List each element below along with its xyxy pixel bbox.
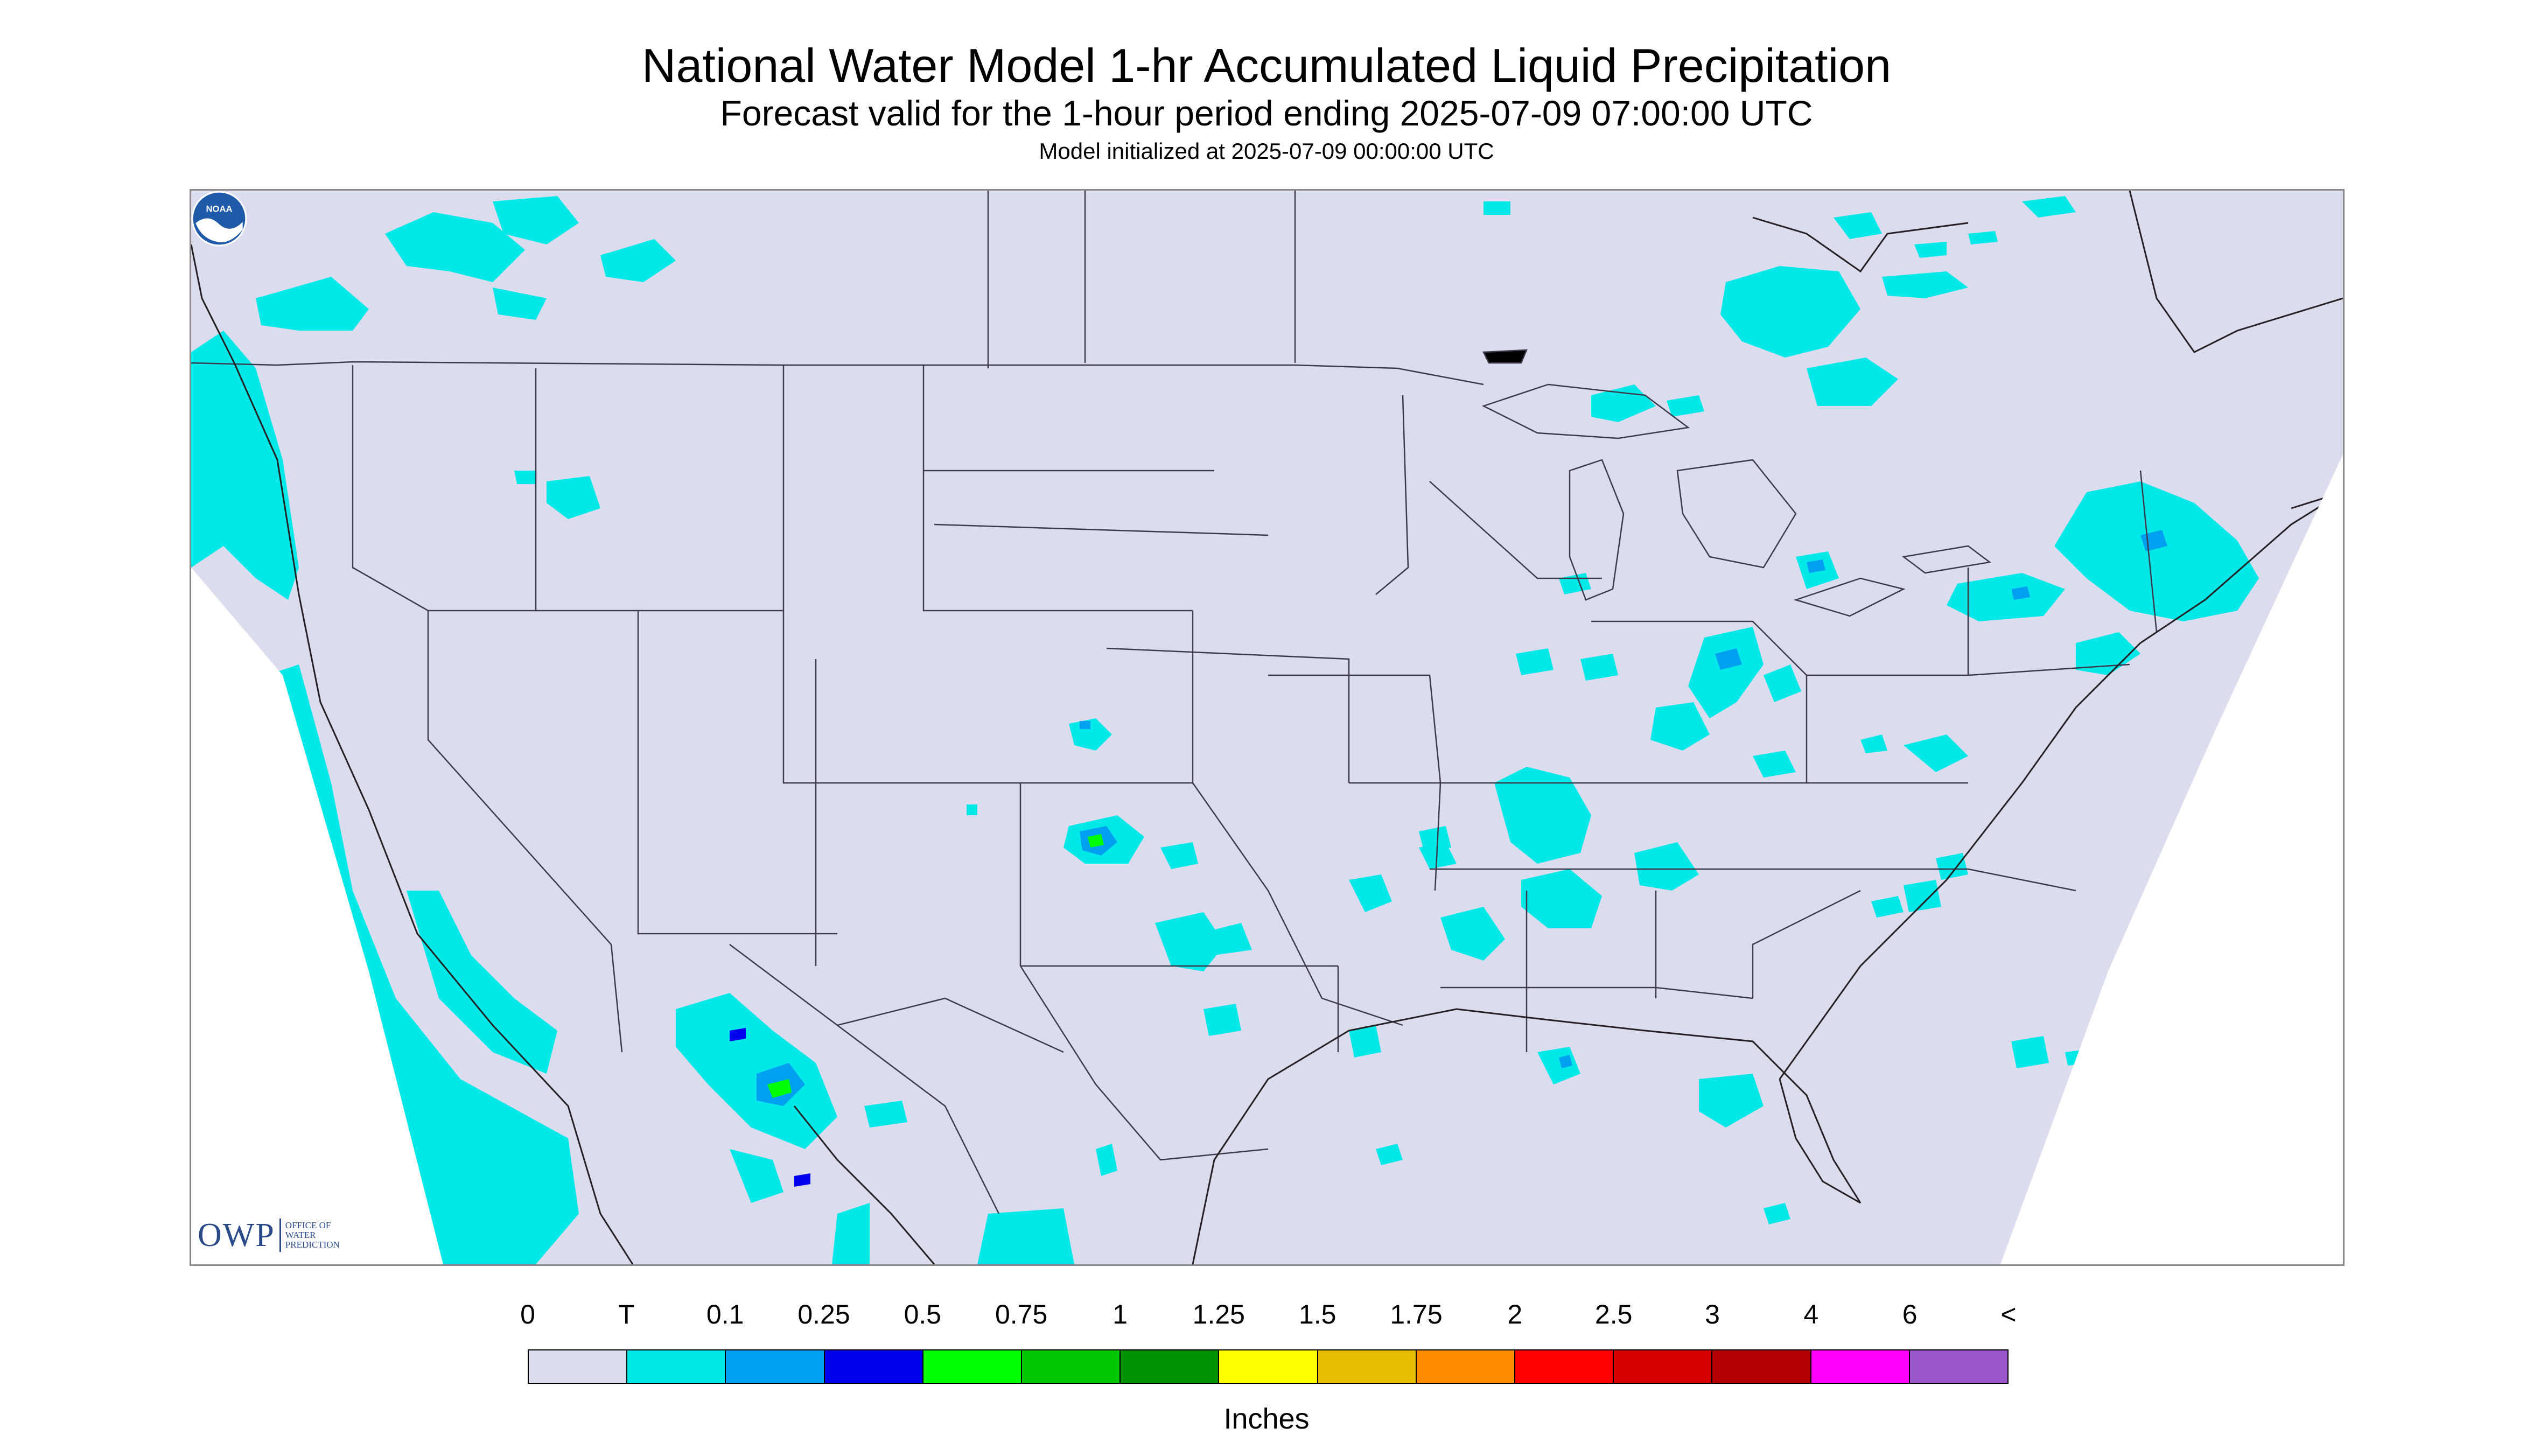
precip-midwest-heavy (1715, 559, 1825, 670)
outside-domain-left (191, 568, 443, 1264)
legend-label: 1.5 (1298, 1299, 1337, 1329)
legend-swatch (1614, 1350, 1713, 1383)
legend-swatch (1811, 1350, 1910, 1383)
legend-swatch (1416, 1350, 1516, 1383)
legend-label: 3 (1705, 1299, 1720, 1329)
legend-label: 0.75 (995, 1299, 1048, 1329)
legend-swatch (923, 1350, 1023, 1383)
legend-swatch (1219, 1350, 1318, 1383)
legend-swatch (1515, 1350, 1614, 1383)
boundaries (191, 191, 2158, 1214)
precip-midwest (1349, 551, 1968, 928)
legend-swatch (1121, 1350, 1220, 1383)
precip-pacific (191, 196, 676, 1264)
legend-swatch (1909, 1350, 2008, 1383)
legend-label: 2.5 (1594, 1299, 1633, 1329)
legend-swatch (726, 1350, 825, 1383)
legend-units: Inches (1223, 1403, 1310, 1435)
legend-label: 2 (1507, 1299, 1523, 1329)
forecast-valid-subtitle: Forecast valid for the 1-hour period end… (720, 93, 1813, 133)
legend-label: 0 (520, 1299, 535, 1329)
model-domain (191, 191, 2343, 1264)
outside-domain-right (2000, 454, 2343, 1264)
coastlines (191, 191, 2343, 1264)
legend-swatch (529, 1350, 628, 1383)
legend-label: 1.25 (1192, 1299, 1245, 1329)
legend-color-bar (528, 1349, 2009, 1384)
precip-plains-heavy (1080, 721, 1117, 856)
legend-swatch (1318, 1350, 1417, 1383)
legend-swatch (1022, 1350, 1121, 1383)
map-svg (191, 191, 2343, 1264)
legend-label: < (2000, 1299, 2017, 1329)
owp-logo-divider (279, 1219, 281, 1252)
legend-swatch (824, 1350, 923, 1383)
legend-label: T (618, 1299, 635, 1329)
owp-logo: OWP OFFICE OF WATER PREDICTION (198, 1214, 355, 1257)
legend-label: 4 (1803, 1299, 1819, 1329)
owp-logo-subtext: OFFICE OF WATER PREDICTION (285, 1220, 340, 1250)
legend-swatch (627, 1350, 726, 1383)
legend-label: 0.1 (706, 1299, 744, 1329)
precip-southwest-heavy (730, 1028, 810, 1187)
legend-label: 0.25 (797, 1299, 850, 1329)
precipitation-map: OWP OFFICE OF WATER PREDICTION NOAA (190, 189, 2345, 1266)
legend-labels: 0 T 0.1 0.25 0.5 0.75 1 1.25 1.5 1.75 2 2.5 3 4 6 < (0, 1299, 2533, 1336)
noaa-logo-text: NOAA (206, 204, 233, 214)
map-title: National Water Model 1-hr Accumulated Li… (641, 39, 1892, 92)
legend-label: 1.75 (1390, 1299, 1443, 1329)
owp-logo-text: OWP (198, 1216, 275, 1254)
noaa-logo-icon: NOAA (191, 191, 247, 247)
legend-swatch (1712, 1350, 1811, 1383)
legend-label: 1 (1112, 1299, 1128, 1329)
legend-label: 6 (1902, 1299, 1918, 1329)
great-lakes (1481, 349, 1992, 617)
legend-label: 0.5 (904, 1299, 942, 1329)
model-init-text: Model initialized at 2025-07-09 00:00:00… (1039, 138, 1494, 164)
precip-canada (1484, 196, 2076, 422)
